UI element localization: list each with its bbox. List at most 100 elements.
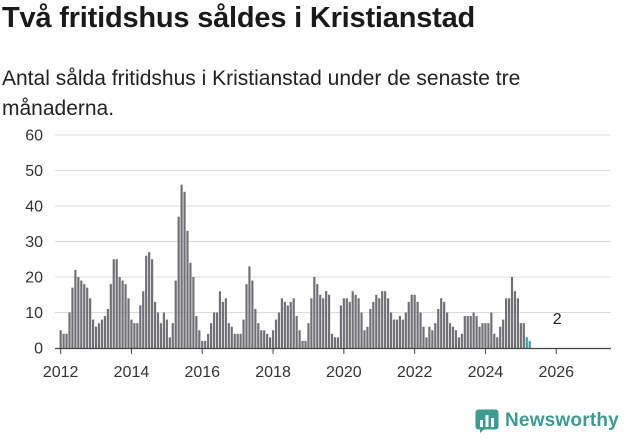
x-tick-label: 2014 xyxy=(114,364,150,381)
y-tick-label: 50 xyxy=(25,163,43,180)
bar xyxy=(292,298,295,348)
bar xyxy=(153,301,157,348)
bar xyxy=(100,319,104,348)
bar xyxy=(481,323,484,348)
bar xyxy=(434,323,437,348)
bar xyxy=(322,298,325,348)
bar xyxy=(375,294,378,348)
bar xyxy=(215,312,219,348)
bar xyxy=(289,301,292,348)
bar-chart-logo-icon xyxy=(475,409,499,433)
bar xyxy=(398,316,401,348)
bar xyxy=(484,323,487,348)
bar xyxy=(260,330,263,348)
bar xyxy=(148,252,151,348)
bar xyxy=(94,326,98,348)
y-tick-label: 0 xyxy=(34,341,43,358)
brand-name: Newsworthy xyxy=(505,410,619,431)
bar xyxy=(475,316,478,348)
bar xyxy=(180,184,183,348)
bar xyxy=(407,301,410,348)
bar xyxy=(502,319,505,348)
bar xyxy=(372,301,375,348)
bar xyxy=(204,340,207,348)
bar xyxy=(62,333,65,348)
bar xyxy=(254,308,257,348)
bar xyxy=(499,326,502,348)
chart-subtitle: Antal sålda fritidshus i Kristianstad un… xyxy=(2,67,521,120)
bar xyxy=(301,340,304,348)
x-tick-label: 2024 xyxy=(468,364,504,381)
bar xyxy=(333,337,337,348)
bar xyxy=(460,333,463,348)
bar xyxy=(437,308,440,348)
bar xyxy=(519,323,522,348)
bar xyxy=(65,333,68,348)
bar xyxy=(159,323,163,348)
bar xyxy=(112,259,115,348)
bar xyxy=(428,326,431,348)
bar xyxy=(419,312,422,348)
x-tick-label: 2018 xyxy=(255,364,291,381)
bar xyxy=(413,294,416,348)
bar xyxy=(395,319,399,348)
bar xyxy=(230,326,233,348)
bar xyxy=(328,294,331,348)
bar xyxy=(248,266,251,348)
bar xyxy=(446,312,449,348)
bar xyxy=(174,280,177,348)
bar xyxy=(384,291,387,348)
bar xyxy=(389,312,393,348)
bar xyxy=(330,333,334,348)
bar xyxy=(451,326,455,348)
x-tick-label: 2020 xyxy=(326,364,362,381)
bar xyxy=(139,305,142,348)
bar xyxy=(363,330,366,348)
bar xyxy=(227,323,230,348)
bar xyxy=(516,298,519,348)
bar xyxy=(130,319,133,348)
bar xyxy=(207,333,210,348)
bar xyxy=(124,284,127,348)
bar xyxy=(392,319,396,348)
bar xyxy=(269,337,272,348)
bar xyxy=(189,262,192,348)
bar xyxy=(183,191,186,348)
bar xyxy=(360,312,363,348)
bar xyxy=(366,326,369,348)
newsworthy-logo[interactable]: Newsworthy xyxy=(475,409,619,433)
bar xyxy=(106,308,109,348)
x-tick-label: 2022 xyxy=(397,364,433,381)
bar xyxy=(313,277,316,348)
x-tick-label: 2016 xyxy=(184,364,220,381)
bar xyxy=(283,301,286,348)
bar xyxy=(186,230,189,348)
highlight-bar xyxy=(525,337,528,348)
bar xyxy=(351,291,354,348)
bar xyxy=(416,301,419,348)
bar xyxy=(271,330,275,348)
bar xyxy=(177,216,180,348)
bar xyxy=(145,255,148,348)
data-label: 2 xyxy=(553,311,562,328)
bar xyxy=(109,284,112,348)
bar xyxy=(103,316,106,348)
bar xyxy=(218,291,222,348)
bar xyxy=(345,298,348,348)
bar xyxy=(454,330,458,348)
y-tick-label: 20 xyxy=(25,270,43,287)
bars xyxy=(59,184,531,348)
bar xyxy=(316,284,319,348)
bar xyxy=(381,291,384,348)
bar xyxy=(77,277,80,348)
bar xyxy=(401,319,404,348)
bar xyxy=(277,312,281,348)
bar xyxy=(71,287,74,348)
y-tick-label: 30 xyxy=(25,234,43,251)
y-tick-label: 40 xyxy=(25,199,43,216)
bar xyxy=(171,323,174,348)
gridlines xyxy=(55,134,611,313)
bar xyxy=(118,277,121,348)
bar xyxy=(92,319,95,348)
